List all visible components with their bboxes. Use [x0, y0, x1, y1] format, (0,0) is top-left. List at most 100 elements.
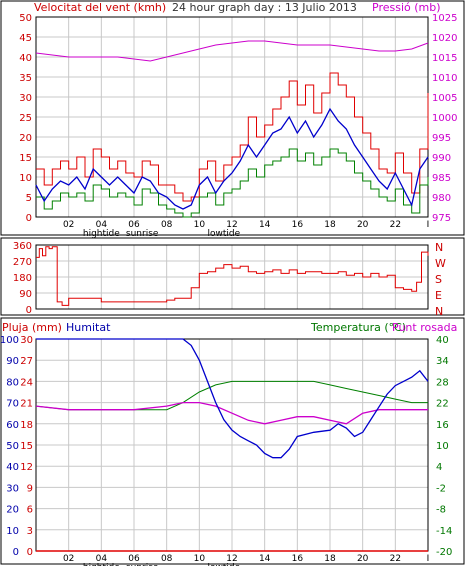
- wind-tick-label: 40: [19, 53, 32, 64]
- bottom-hour-label: 10: [194, 554, 206, 564]
- top-sunrise-label: sunrise: [126, 229, 159, 239]
- pressure-tick-label: 1020: [432, 33, 457, 44]
- humidity-tick-label: 70: [6, 399, 19, 410]
- top-hour-label: 14: [259, 220, 271, 230]
- humidity-tick-label: 10: [6, 526, 19, 537]
- bottom-lowtide-label: lowtide: [208, 563, 241, 566]
- rain-tick-label: 3: [27, 526, 33, 537]
- pressure-tick-label: 980: [432, 193, 451, 204]
- top-hour-label: 12: [226, 220, 237, 230]
- pressure-tick-label: 1025: [432, 13, 457, 24]
- wind-tick-label: 30: [19, 93, 32, 104]
- dewpoint-axis-title: Punt rosada: [392, 321, 457, 334]
- direction-tick-label: 180: [13, 273, 32, 284]
- top-hour-label: 20: [357, 220, 369, 230]
- humidity-tick-label: 40: [6, 462, 19, 473]
- temperature-tick-label: -8: [436, 505, 446, 516]
- temperature-tick-label: 4: [436, 462, 442, 473]
- temperature-tick-label: 16: [436, 420, 449, 431]
- top-hour-label: 06: [128, 220, 140, 230]
- direction-tick-label: 360: [13, 241, 32, 252]
- direction-tick-label: 0: [26, 305, 32, 316]
- humidity-tick-label: 20: [6, 505, 19, 516]
- bottom-hour-label: 18: [324, 554, 336, 564]
- top-hightide-label: hightide: [83, 229, 120, 239]
- rain-tick-label: 27: [20, 356, 33, 367]
- humidity-tick-label: 100: [0, 335, 19, 346]
- direction-plot-border: [35, 244, 429, 310]
- bottom-sunrise-label: sunrise: [126, 563, 159, 566]
- pressure-tick-label: 985: [432, 173, 451, 184]
- compass-letter: W: [435, 257, 446, 270]
- temperature-line: [35, 380, 428, 411]
- bottom-hour-label: 16: [292, 554, 304, 564]
- bottom-hour-label: 02: [63, 554, 74, 564]
- bottom-hour-label: 08: [161, 554, 173, 564]
- pressure-tick-label: 1000: [432, 113, 457, 124]
- wind-tick-label: 0: [26, 213, 32, 224]
- compass-letter: E: [435, 289, 442, 302]
- top-hour-label: 10: [194, 220, 206, 230]
- top-hour-label: 22: [390, 220, 401, 230]
- rain-tick-label: 12: [20, 462, 33, 473]
- rain-axis-title: Pluja (mm): [2, 321, 62, 334]
- wind-tick-label: 35: [19, 73, 32, 84]
- top-hour-label: 18: [324, 220, 336, 230]
- bottom-hour-label: 22: [390, 554, 401, 564]
- top-hour-label: 04: [96, 220, 108, 230]
- average-line: [35, 107, 429, 210]
- rain-tick-label: 6: [27, 505, 33, 516]
- top-panel-frame: [0, 0, 465, 236]
- humidity-line: [36, 338, 429, 459]
- top-hour-label: 02: [63, 220, 74, 230]
- temperature-tick-label: 22: [436, 399, 449, 410]
- humidity-tick-label: 80: [6, 377, 19, 388]
- pressure-tick-label: 975: [432, 213, 451, 224]
- direction-line: [36, 246, 429, 306]
- pressure-tick-label: 1005: [432, 93, 457, 104]
- rain-tick-label: 21: [20, 399, 33, 410]
- wind-tick-label: 45: [19, 33, 32, 44]
- wind-tick-label: 50: [19, 13, 32, 24]
- top-hour-label: 08: [161, 220, 173, 230]
- rain-tick-label: 0: [27, 547, 33, 558]
- grid-layer: [35, 16, 429, 552]
- wind-line: [36, 148, 429, 218]
- pressure-tick-label: 990: [432, 153, 451, 164]
- top-hour-label: 16: [292, 220, 304, 230]
- temperature-tick-label: -2: [436, 483, 446, 494]
- rain-tick-label: 15: [20, 441, 33, 452]
- humidity-tick-label: 60: [6, 420, 19, 431]
- temperature-tick-label: -20: [436, 547, 452, 558]
- bottom-hour-label: 04: [96, 554, 108, 564]
- series-layer: [35, 40, 429, 552]
- humidity-tick-label: 30: [6, 483, 19, 494]
- humidity-axis-title: Humitat: [66, 321, 111, 334]
- compass-letter: S: [435, 273, 442, 286]
- top-lowtide-label: lowtide: [208, 229, 241, 239]
- wind-tick-label: 10: [19, 173, 32, 184]
- humidity-tick-label: 0: [13, 547, 19, 558]
- dewpoint-line: [35, 401, 428, 425]
- wind-tick-label: 15: [19, 153, 32, 164]
- temperature-tick-label: 40: [436, 335, 449, 346]
- pressure-tick-label: 1015: [432, 53, 457, 64]
- direction-tick-label: 270: [13, 257, 32, 268]
- rain-tick-label: 24: [20, 377, 33, 388]
- mid-panel-frame: [0, 237, 465, 316]
- chart-title: 24 hour graph day : 13 Julio 2013: [172, 1, 357, 14]
- top-hour-label: I: [427, 220, 430, 230]
- compass-letter: N: [435, 305, 443, 318]
- bottom-hour-label: I: [427, 554, 430, 564]
- wind-tick-label: 25: [19, 113, 32, 124]
- wind-axis-title: Velocitat del vent (kmh): [34, 1, 166, 14]
- bottom-hour-label: 06: [128, 554, 140, 564]
- compass-letter: N: [435, 241, 443, 254]
- temperature-tick-label: 28: [436, 377, 449, 388]
- wind-tick-label: 5: [26, 193, 32, 204]
- bottom-hour-label: 12: [226, 554, 237, 564]
- rain-tick-label: 18: [20, 420, 33, 431]
- rain-tick-label: 30: [20, 335, 33, 346]
- temperature-tick-label: 34: [436, 356, 449, 367]
